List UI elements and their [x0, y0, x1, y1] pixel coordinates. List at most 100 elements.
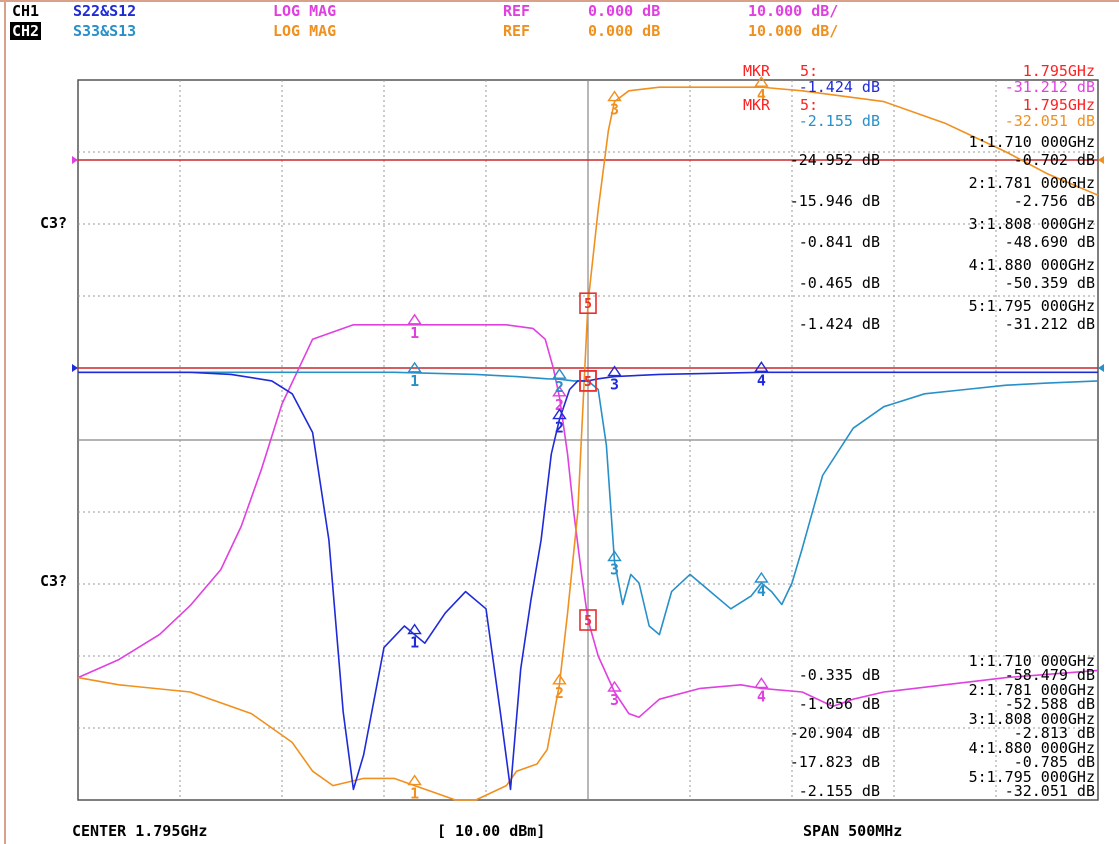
s13-trace: [78, 371, 1098, 791]
ch2-ref-pointer-left: [72, 364, 78, 372]
ch1-table-row-5-value-a: -1.424 dB: [799, 315, 880, 333]
ch2-table-row-4-frequency: 4:1.880 000GHz: [969, 739, 1095, 757]
ch1-table-mkr-value-b: -31.212 dB: [1005, 78, 1095, 96]
ch2-scale: 10.000 dB/: [748, 22, 839, 40]
s13-marker-4-triangle: [754, 361, 769, 372]
s22-marker-3-label: 3: [610, 691, 619, 709]
ch2-table-row-3-frequency: 3:1.808 000GHz: [969, 710, 1095, 728]
ch1-ref-pointer-right: [1098, 156, 1104, 164]
s22-marker-1-triangle: [407, 313, 422, 325]
ch2-mkr-number: 5:: [800, 96, 818, 114]
ch1-ref-value: 0.000 dB: [588, 2, 661, 20]
ch2-params: S33&S13: [73, 22, 137, 40]
s12-marker-3-label: 3: [610, 101, 619, 119]
ch2-table-row-3-value-a: -20.904 dB: [790, 724, 880, 742]
ch2-table-row-2-frequency: 2:1.781 000GHz: [969, 681, 1095, 699]
ch1-side-label: C3?: [40, 214, 68, 232]
ch1-ref-pointer-left: [72, 156, 78, 164]
ch1-label: CH1: [12, 2, 40, 20]
s12-marker-2-label: 2: [555, 684, 564, 702]
s13-marker-1-label: 1: [410, 634, 419, 652]
s33-marker-2-label: 2: [555, 378, 564, 396]
ch1-table-row-3-value-b: -48.690 dB: [1005, 233, 1095, 251]
ch2-mkr-label: MKR: [743, 96, 771, 114]
frequency-span: SPAN 500MHz: [803, 822, 903, 840]
s22-marker-5-label: 5: [584, 614, 592, 629]
ch2-mkr-value-a: -2.155 dB: [799, 112, 880, 130]
s33-marker-4-triangle: [754, 571, 769, 583]
s13-marker-2-label: 2: [555, 419, 564, 437]
ch1-table-row-5-frequency: 5:1.795 000GHz: [969, 297, 1095, 315]
s33-marker-1-triangle: [407, 361, 422, 373]
s22-marker-5-box: [579, 609, 597, 631]
center-frequency: CENTER 1.795GHz: [72, 822, 208, 840]
ch2-table-row-5-value-a: -2.155 dB: [799, 782, 880, 800]
s12-marker-2-triangle: [552, 673, 567, 685]
s22-marker-1-label: 1: [410, 324, 419, 342]
ch2-table-row-1-frequency: 1:1.710 000GHz: [969, 652, 1095, 670]
s12-trace: [77, 86, 1099, 801]
ch1-table-row-4-value-a: -0.465 dB: [799, 274, 880, 292]
s33-marker-3-triangle: [607, 550, 622, 562]
s12-marker-4-label: 4: [757, 86, 766, 104]
ch2-table-row-5-value-b: -32.051 dB: [1005, 782, 1095, 800]
ch1-table-row-4-frequency: 4:1.880 000GHz: [969, 256, 1095, 274]
ch1-format: LOG MAG: [273, 2, 337, 20]
ch1-table-row-1-frequency: 1:1.710 000GHz: [969, 133, 1095, 151]
s33-marker-1-label: 1: [410, 372, 419, 390]
source-power: [ 10.00 dBm]: [437, 822, 546, 840]
ch1-ref-label: REF: [503, 2, 531, 20]
ch2-table-row-2-value-b: -52.588 dB: [1005, 695, 1095, 713]
s12-marker-1-triangle: [407, 774, 422, 786]
ch2-mkr-value-b: -32.051 dB: [1005, 112, 1095, 130]
ch1-table-mkr-number: 5:: [800, 62, 818, 80]
ch1-table-mkr-value-a: -1.424 dB: [799, 78, 880, 96]
left-border: [4, 0, 6, 844]
s33-marker-3-label: 3: [610, 561, 619, 579]
s12-marker-5-label: 5: [584, 297, 592, 312]
s13-marker-4-label: 4: [757, 371, 766, 389]
ch1-table-row-4-value-b: -50.359 dB: [1005, 274, 1095, 292]
ch2-table-row-4-value-a: -17.823 dB: [790, 753, 880, 771]
s13-marker-3-label: 3: [610, 376, 619, 394]
ch2-label: CH2: [10, 22, 42, 40]
s22-trace: [77, 324, 1099, 718]
s22-marker-2-triangle: [552, 385, 567, 397]
s12-marker-3-triangle: [607, 90, 622, 102]
s13-marker-3-triangle: [607, 365, 622, 377]
s22-marker-4-triangle: [754, 677, 769, 689]
s33-marker-4-label: 4: [757, 582, 766, 600]
ch1-params: S22&S12: [73, 2, 137, 20]
s22-marker-4-label: 4: [757, 687, 766, 705]
top-border: [0, 0, 1119, 2]
ch2-table-row-1-value-a: -0.335 dB: [799, 666, 880, 684]
ch2-table-row-1-value-b: -58.479 dB: [1005, 666, 1095, 684]
s22-marker-2-label: 2: [555, 396, 564, 414]
s12-marker-5-box: [579, 292, 597, 315]
s13-marker-1-triangle: [407, 623, 422, 635]
ch1-table-row-2-value-b: -2.756 dB: [1014, 192, 1095, 210]
s13-marker-2-triangle: [552, 408, 567, 420]
s12-marker-4-triangle: [754, 75, 769, 87]
ch1-table-mkr-label: MKR: [743, 62, 771, 80]
ch2-format: LOG MAG: [273, 22, 337, 40]
ch2-table-row-5-frequency: 5:1.795 000GHz: [969, 768, 1095, 786]
s12-marker-1-label: 1: [410, 785, 419, 803]
ch1-table-row-2-value-a: -15.946 dB: [790, 192, 880, 210]
ch1-table-row-3-frequency: 3:1.808 000GHz: [969, 215, 1095, 233]
ch1-table-row-3-value-a: -0.841 dB: [799, 233, 880, 251]
ch1-table-mkr-frequency: 1.795GHz: [1023, 62, 1095, 80]
ch2-ref-label: REF: [503, 22, 531, 40]
ch1-table-row-1-value-b: -0.702 dB: [1014, 151, 1095, 169]
s13-marker-5-label: 5: [584, 375, 592, 390]
ch2-ref-value: 0.000 dB: [588, 22, 661, 40]
s33-marker-2-triangle: [552, 367, 567, 379]
s13-marker-5-box: [579, 370, 597, 392]
ch2-table-row-3-value-b: -2.813 dB: [1014, 724, 1095, 742]
ch2-table-row-4-value-b: -0.785 dB: [1014, 753, 1095, 771]
ch2-mkr-frequency: 1.795GHz: [1023, 96, 1095, 114]
ch1-table-row-1-value-a: -24.952 dB: [790, 151, 880, 169]
ch1-table-row-5-value-b: -31.212 dB: [1005, 315, 1095, 333]
